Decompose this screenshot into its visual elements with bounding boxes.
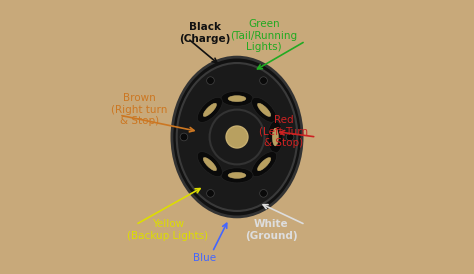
Ellipse shape	[197, 97, 222, 122]
Ellipse shape	[286, 133, 294, 141]
Text: Blue: Blue	[192, 253, 216, 262]
Ellipse shape	[203, 103, 217, 116]
Ellipse shape	[228, 172, 246, 178]
Ellipse shape	[257, 158, 271, 171]
Ellipse shape	[268, 121, 283, 153]
Ellipse shape	[177, 63, 297, 211]
Text: Red
(Left Turn
& Stop): Red (Left Turn & Stop)	[259, 115, 308, 148]
Ellipse shape	[260, 77, 267, 84]
Text: Yellow
(Backup Lights): Yellow (Backup Lights)	[128, 219, 209, 241]
Ellipse shape	[252, 97, 277, 122]
Ellipse shape	[207, 190, 214, 197]
Text: Brown
(Right turn
& Stop): Brown (Right turn & Stop)	[111, 93, 167, 126]
Ellipse shape	[207, 77, 214, 84]
Ellipse shape	[252, 152, 277, 177]
Text: Black
(Charge): Black (Charge)	[180, 22, 231, 44]
Ellipse shape	[180, 133, 188, 141]
Ellipse shape	[221, 91, 253, 106]
Text: White
(Ground): White (Ground)	[245, 219, 297, 241]
Ellipse shape	[257, 103, 271, 116]
Ellipse shape	[221, 168, 253, 183]
Circle shape	[226, 126, 248, 148]
Ellipse shape	[203, 158, 217, 171]
Ellipse shape	[172, 57, 302, 217]
Ellipse shape	[273, 128, 278, 146]
Ellipse shape	[260, 190, 267, 197]
Text: Green
(Tail/Running
Lights): Green (Tail/Running Lights)	[230, 19, 297, 52]
Ellipse shape	[197, 152, 222, 177]
Ellipse shape	[228, 96, 246, 102]
